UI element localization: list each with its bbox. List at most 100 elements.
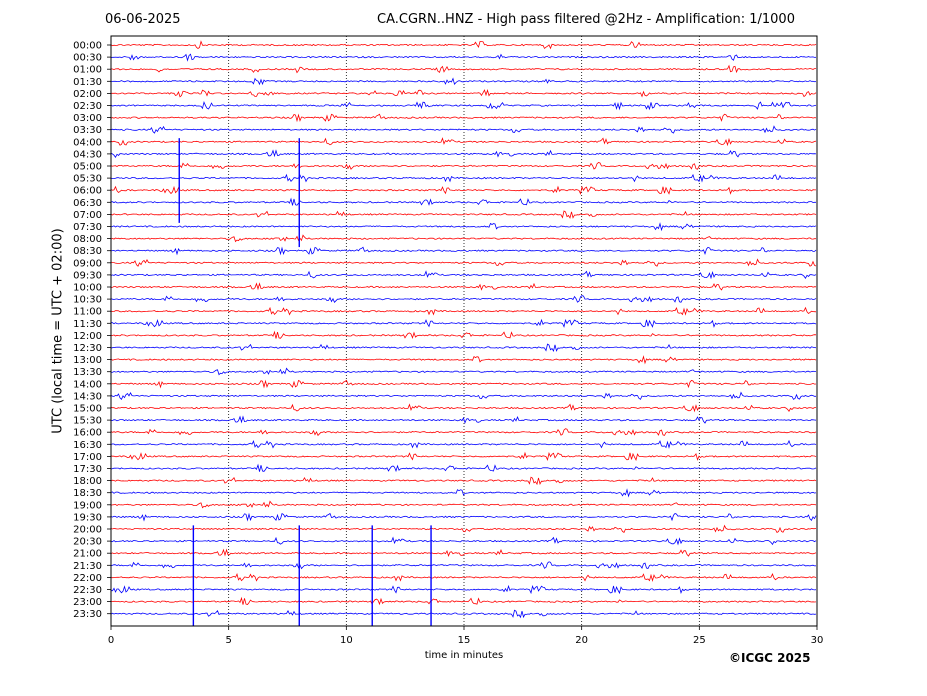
- trace-20:30: [110, 536, 817, 546]
- trace-03:00: [110, 113, 817, 123]
- y-tick-label: 16:00: [73, 428, 102, 439]
- y-tick-label: 05:30: [73, 174, 102, 185]
- y-tick-label: 01:00: [73, 65, 102, 76]
- trace-22:00: [110, 572, 817, 582]
- trace-11:00: [110, 306, 817, 316]
- trace-15:00: [110, 403, 817, 413]
- x-tick-label: 10: [340, 635, 353, 646]
- trace-21:00: [110, 548, 817, 557]
- y-tick-label: 05:00: [73, 162, 102, 173]
- y-tick-label: 09:00: [73, 258, 102, 269]
- y-tick-label: 11:30: [73, 319, 102, 330]
- trace-04:30: [110, 149, 817, 158]
- y-tick-label: 01:30: [73, 77, 102, 88]
- trace-18:30: [110, 488, 817, 498]
- y-tick-label: 04:30: [73, 149, 102, 160]
- x-tick-label: 20: [575, 635, 588, 646]
- y-tick-label: 22:00: [73, 573, 102, 584]
- y-tick-label: 03:30: [73, 125, 102, 136]
- trace-08:00: [110, 234, 816, 243]
- y-tick-label: 19:30: [73, 512, 102, 523]
- x-tick-label: 25: [693, 635, 706, 646]
- trace-02:00: [110, 89, 817, 98]
- trace-20:00: [110, 524, 817, 533]
- y-tick-label: 08:00: [73, 234, 102, 245]
- y-tick-label: 09:30: [73, 270, 102, 281]
- trace-03:30: [110, 125, 817, 134]
- y-tick-label: 21:00: [73, 549, 102, 560]
- y-tick-label: 14:30: [73, 391, 102, 402]
- y-tick-label: 20:00: [73, 525, 102, 536]
- chart-title: CA.CGRN..HNZ - High pass filtered @2Hz -…: [377, 12, 795, 27]
- trace-21:30: [110, 561, 817, 570]
- trace-00:30: [110, 53, 817, 62]
- y-tick-label: 10:00: [73, 283, 102, 294]
- trace-14:30: [110, 391, 816, 400]
- y-tick-label: 00:30: [73, 53, 102, 64]
- y-tick-label: 00:00: [73, 41, 102, 52]
- trace-10:00: [110, 282, 817, 291]
- y-tick-label: 04:00: [73, 137, 102, 148]
- trace-19:30: [110, 512, 817, 522]
- trace-19:00: [110, 500, 817, 509]
- y-tick-label: 07:00: [73, 210, 102, 221]
- y-tick-label: 18:30: [73, 488, 102, 499]
- y-tick-label: 23:30: [73, 609, 102, 620]
- trace-06:00: [110, 185, 816, 195]
- trace-05:00: [110, 162, 817, 170]
- y-tick-label: 21:30: [73, 561, 102, 572]
- x-tick-label: 30: [811, 635, 824, 646]
- y-tick-label: 11:00: [73, 307, 102, 318]
- trace-07:00: [110, 210, 817, 219]
- trace-16:30: [110, 439, 817, 449]
- trace-08:30: [110, 246, 817, 256]
- trace-04:00: [110, 137, 817, 147]
- trace-16:00: [110, 428, 817, 437]
- y-tick-label: 23:00: [73, 597, 102, 608]
- y-tick-label: 12:00: [73, 331, 102, 342]
- y-tick-label: 07:30: [73, 222, 102, 233]
- trace-17:00: [110, 451, 817, 462]
- y-tick-label: 06:30: [73, 198, 102, 209]
- trace-23:00: [110, 596, 817, 606]
- y-tick-label: 20:30: [73, 537, 102, 548]
- trace-23:30: [110, 609, 817, 619]
- y-tick-label: 17:00: [73, 452, 102, 463]
- trace-01:00: [110, 64, 817, 74]
- trace-00:00: [110, 40, 817, 50]
- trace-12:00: [110, 330, 817, 340]
- trace-02:30: [110, 100, 817, 111]
- y-tick-label: 15:30: [73, 416, 102, 427]
- x-tick-label: 5: [225, 635, 231, 646]
- date-label: 06-06-2025: [105, 12, 181, 27]
- trace-01:30: [110, 77, 817, 86]
- trace-06:30: [110, 197, 816, 206]
- credit-label: ©ICGC 2025: [729, 651, 811, 665]
- y-tick-label: 13:30: [73, 367, 102, 378]
- y-tick-label: 02:00: [73, 89, 102, 100]
- y-tick-label: 12:30: [73, 343, 102, 354]
- y-tick-label: 22:30: [73, 585, 102, 596]
- y-tick-label: 14:00: [73, 379, 102, 390]
- x-tick-label: 15: [458, 635, 471, 646]
- y-tick-label: 13:00: [73, 355, 102, 366]
- trace-11:30: [110, 318, 817, 328]
- y-tick-label: 16:30: [73, 440, 102, 451]
- trace-13:30: [110, 367, 817, 376]
- x-tick-label: 0: [108, 635, 114, 646]
- y-tick-label: 02:30: [73, 101, 102, 112]
- y-tick-label: 18:00: [73, 476, 102, 487]
- trace-14:00: [110, 379, 817, 389]
- trace-17:30: [110, 463, 817, 473]
- y-tick-label: 10:30: [73, 295, 102, 306]
- y-tick-label: 17:30: [73, 464, 102, 475]
- trace-15:30: [110, 415, 817, 424]
- y-tick-label: 06:00: [73, 186, 102, 197]
- y-tick-label: 03:00: [73, 113, 102, 124]
- trace-10:30: [110, 295, 817, 304]
- trace-07:30: [110, 222, 817, 232]
- trace-05:30: [110, 173, 817, 183]
- trace-13:00: [110, 355, 817, 365]
- y-tick-label: 08:30: [73, 246, 102, 257]
